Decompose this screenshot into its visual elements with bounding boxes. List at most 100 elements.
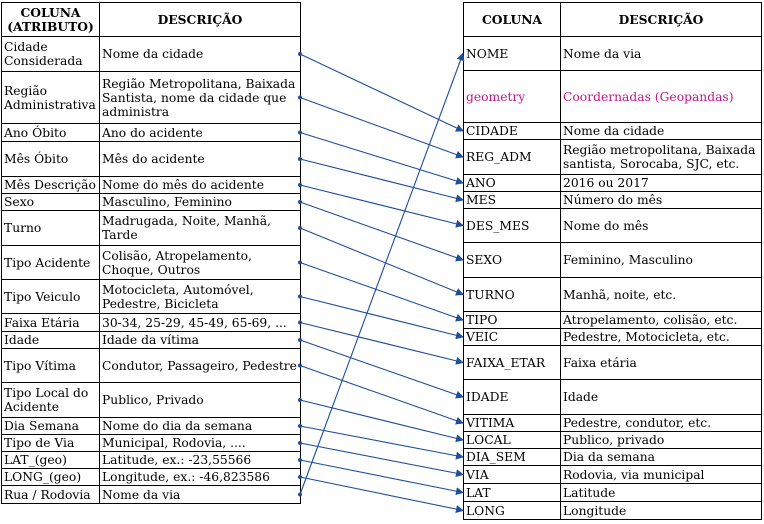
connector-arrow <box>299 321 464 365</box>
right-description-cell: Pedestre, Motocicleta, etc. <box>560 328 762 346</box>
left-description-cell: Municipal, Rodovia, .... <box>99 434 301 452</box>
left-column-cell: Tipo Local do Acidente <box>1 382 100 418</box>
left-description-cell: Nome da cidade <box>99 36 301 72</box>
left-description-cell: 30-34, 25-29, 45-49, 65-69, ... <box>99 313 301 332</box>
right-row: DIA_SEM Dia da semana <box>463 448 762 466</box>
right-row: IDADE Idade <box>463 379 762 415</box>
right-column-cell: TIPO <box>463 311 561 329</box>
right-row: MES Número do mês <box>463 191 762 209</box>
right-description-cell: Nome do mês <box>560 208 762 243</box>
left-row: Turno Madrugada, Noite, Manhã, Tarde <box>1 210 301 246</box>
connector-arrow <box>299 96 464 159</box>
left-column-cell: LONG_(geo) <box>1 468 100 486</box>
right-description-cell: Latitude <box>560 483 762 502</box>
left-row: Mês Descrição Nome do mês do acidente <box>1 176 301 194</box>
right-description-cell: Idade <box>560 379 762 415</box>
right-description-cell: Coordernadas (Geopandas) <box>560 70 762 123</box>
left-row: Tipo Acidente Colisão, Atropelamento, Cho… <box>1 245 301 280</box>
connector-arrow <box>299 442 464 478</box>
right-column-cell: LOCAL <box>463 431 561 449</box>
right-column-cell: VITIMA <box>463 414 561 432</box>
right-description-cell: Publico, privado <box>560 431 762 449</box>
right-description-cell: Faixa etária <box>560 345 762 380</box>
left-column-cell: Idade <box>1 331 100 349</box>
left-description-cell: Nome da via <box>99 485 301 504</box>
right-row: TIPO Atropelamento, colisão, etc. <box>463 311 762 329</box>
right-row: LONG Longitude <box>463 501 762 520</box>
right-description-cell: Feminino, Masculino <box>560 242 762 278</box>
right-row: ANO 2016 ou 2017 <box>463 174 762 192</box>
left-description-cell: Nome do mês do acidente <box>99 176 301 194</box>
left-column-cell: Mês Óbito <box>1 141 100 177</box>
connector-arrow <box>299 339 464 399</box>
left-row: LAT_(geo) Latitude, ex.: -23,55566 <box>1 451 301 469</box>
right-column-cell: VIA <box>463 465 561 484</box>
connector-arrow <box>299 201 464 262</box>
connector-arrow <box>299 53 464 132</box>
right-row: SEXO Feminino, Masculino <box>463 242 762 278</box>
right-row: NOME Nome da via <box>463 36 762 71</box>
right-column-cell: SEXO <box>463 242 561 278</box>
left-column-cell: Cidade Considerada <box>1 36 100 72</box>
left-column-cell: LAT_(geo) <box>1 451 100 469</box>
left-table: COLUNA (ATRIBUTO) DESCRIÇÃO Cidade Consi… <box>1 2 301 504</box>
left-description-cell: Colisão, Atropelamento, Choque, Outros <box>99 245 301 280</box>
left-description-cell: Madrugada, Noite, Manhã, Tarde <box>99 210 301 246</box>
left-row: Dia Semana Nome do dia da semana <box>1 417 301 435</box>
connector-arrow <box>299 158 464 203</box>
left-description-cell: Masculino, Feminino <box>99 193 301 211</box>
left-row: Rua / Rodovia Nome da via <box>1 485 301 504</box>
right-row: VITIMA Pedestre, condutor, etc. <box>463 414 762 432</box>
left-description-cell: Publico, Privado <box>99 382 301 418</box>
left-description-cell: Motocicleta, Automóvel, Pedestre, Bicicl… <box>99 279 301 314</box>
right-description-cell: Longitude <box>560 501 762 520</box>
left-column-cell: Sexo <box>1 193 100 211</box>
right-header-descricao: DESCRIÇÃO <box>560 2 762 37</box>
left-column-cell: Ano Óbito <box>1 123 100 142</box>
left-row: Cidade Considerada Nome da cidade <box>1 36 301 72</box>
right-description-cell: Pedestre, condutor, etc. <box>560 414 762 432</box>
right-description-cell: Nome da cidade <box>560 122 762 140</box>
right-column-cell: IDADE <box>463 379 561 415</box>
right-row: geometry Coordernadas (Geopandas) <box>463 70 762 123</box>
left-row: Idade Idade da vítima <box>1 331 301 349</box>
left-row: Sexo Masculino, Feminino <box>1 193 301 211</box>
right-row: TURNO Manhã, noite, etc. <box>463 277 762 312</box>
left-row: Tipo Local do Acidente Publico, Privado <box>1 382 301 418</box>
right-column-cell: LONG <box>463 501 561 520</box>
right-column-cell: LAT <box>463 483 561 502</box>
right-column-cell: MES <box>463 191 561 209</box>
right-description-cell: Nome da via <box>560 36 762 71</box>
right-column-cell: FAIXA_ETAR <box>463 345 561 380</box>
right-column-cell: TURNO <box>463 277 561 312</box>
left-column-cell: Turno <box>1 210 100 246</box>
left-row: Ano Óbito Ano do acidente <box>1 123 301 142</box>
connector-arrow <box>299 295 464 340</box>
left-description-cell: Longitude, ex.: -46,823586 <box>99 468 301 486</box>
left-row: Tipo de Via Municipal, Rodovia, .... <box>1 434 301 452</box>
left-column-cell: Rua / Rodovia <box>1 485 100 504</box>
right-row: CIDADE Nome da cidade <box>463 122 762 140</box>
connector-arrow <box>299 261 464 322</box>
left-header-descricao: DESCRIÇÃO <box>99 2 301 37</box>
left-description-cell: Latitude, ex.: -23,55566 <box>99 451 301 469</box>
left-row: Mês Óbito Mês do acidente <box>1 141 301 177</box>
right-column-cell: DES_MES <box>463 208 561 243</box>
left-row: Região Administrativa Região Metropolitan… <box>1 71 301 124</box>
connector-arrow <box>299 184 464 228</box>
right-column-cell: NOME <box>463 36 561 71</box>
right-row: LAT Latitude <box>463 483 762 502</box>
left-column-cell: Tipo Veiculo <box>1 279 100 314</box>
left-description-cell: Nome do dia da semana <box>99 417 301 435</box>
left-description-cell: Condutor, Passageiro, Pedestre <box>99 348 301 383</box>
right-description-cell: 2016 ou 2017 <box>560 174 762 192</box>
left-description-cell: Mês do acidente <box>99 141 301 177</box>
right-column-cell: ANO <box>463 174 561 192</box>
left-column-cell: Dia Semana <box>1 417 100 435</box>
left-column-cell: Tipo de Via <box>1 434 100 452</box>
right-header-coluna: COLUNA <box>463 2 561 37</box>
left-column-cell: Tipo Acidente <box>1 245 100 280</box>
right-row: DES_MES Nome do mês <box>463 208 762 243</box>
right-row: LOCAL Publico, privado <box>463 431 762 449</box>
